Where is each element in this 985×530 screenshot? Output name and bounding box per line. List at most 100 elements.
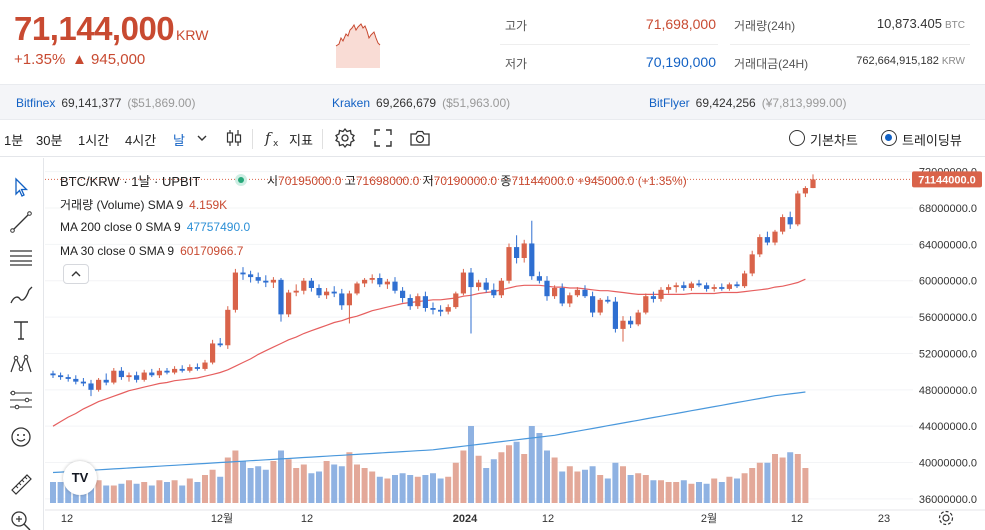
candle-body <box>96 379 102 390</box>
volume-bar <box>270 461 277 503</box>
volume-indicator-legend[interactable]: 거래량 (Volume) SMA 9 4.159K <box>60 196 227 213</box>
candle-body <box>263 280 269 283</box>
volume-bar <box>430 473 436 503</box>
price-chart[interactable]: 72000000.068000000.064000000.060000000.0… <box>45 158 985 530</box>
tradingview-logo[interactable]: TV <box>63 461 97 495</box>
turnover-unit: KRW <box>941 56 965 67</box>
candle-body <box>255 277 261 281</box>
candlestick-icon[interactable] <box>223 127 245 149</box>
volume-bar <box>293 468 300 503</box>
cursor-icon[interactable] <box>8 174 34 200</box>
toolbar-separator <box>322 129 323 149</box>
volume-bar <box>361 468 368 503</box>
collapse-legend-button[interactable] <box>63 264 89 284</box>
interval-1m-button[interactable]: 1분 <box>4 133 24 148</box>
chevron-down-icon[interactable] <box>195 131 209 145</box>
volume-bar <box>658 480 664 503</box>
volume-bar <box>688 483 695 503</box>
trend-line-icon[interactable] <box>8 209 34 235</box>
indicator-label: MA 30 close 0 SMA 9 <box>60 244 175 258</box>
candle-body <box>643 296 649 313</box>
candle-body <box>400 290 406 298</box>
chart-settings-gear-icon[interactable] <box>938 510 954 526</box>
volume-bar <box>680 480 687 503</box>
interval-4h-button[interactable]: 4시간 <box>125 133 157 148</box>
candle-body <box>711 287 717 289</box>
horizontal-lines-icon[interactable] <box>8 244 34 270</box>
ma200-indicator-legend[interactable]: MA 200 close 0 SMA 9 47757490.0 <box>60 220 250 234</box>
tradingview-label[interactable]: 트레이딩뷰 <box>902 133 962 148</box>
volume-bar <box>513 441 520 503</box>
forecast-icon[interactable] <box>8 387 34 413</box>
volume-bar <box>718 482 725 503</box>
price-axis-label: 52000000.0 <box>919 348 977 360</box>
candle-body <box>628 320 634 325</box>
volume-bar <box>582 469 588 503</box>
price-axis-label: 68000000.0 <box>919 203 977 215</box>
volume-bar <box>217 476 224 503</box>
ma30-indicator-legend[interactable]: MA 30 close 0 SMA 9 60170966.7 <box>60 244 243 258</box>
candle-body <box>354 283 360 294</box>
exchange-name: Bitfinex <box>16 96 56 110</box>
volume-bar <box>764 462 771 503</box>
basic-chart-radio[interactable] <box>789 130 805 146</box>
current-price: 71,144,000 <box>14 10 175 47</box>
time-axis-label: 12 <box>301 513 313 525</box>
candle-body <box>453 293 459 308</box>
pattern-icon[interactable] <box>8 352 34 378</box>
open-label: 시 <box>267 174 279 188</box>
ruler-icon[interactable] <box>8 471 34 497</box>
candle-body <box>111 370 117 383</box>
camera-icon[interactable] <box>409 127 431 149</box>
candle-body <box>149 372 155 376</box>
basic-chart-label[interactable]: 기본차트 <box>810 133 858 148</box>
candle-body <box>384 281 390 285</box>
candle-body <box>210 343 216 363</box>
volume-bar <box>506 445 512 503</box>
volume-bar <box>498 452 505 503</box>
interval-day-button[interactable]: 날 <box>173 133 185 148</box>
interval-30m-button[interactable]: 30분 <box>36 133 63 148</box>
gear-icon[interactable] <box>334 127 356 149</box>
candle-body <box>666 287 672 290</box>
brush-icon[interactable] <box>8 282 34 308</box>
zoom-in-icon[interactable] <box>8 508 34 530</box>
candle-body <box>552 288 558 297</box>
exchange-kraken[interactable]: Kraken 69,266,679 ($51,963.00) <box>332 96 510 110</box>
volume-bar <box>186 478 193 503</box>
volume-bar <box>559 471 566 503</box>
exchange-jpy-price: (¥7,813,999.00) <box>761 96 847 110</box>
candle-body <box>742 273 748 287</box>
indicators-button[interactable]: 지표 <box>289 133 313 148</box>
volume-bar <box>414 476 421 503</box>
tradingview-radio[interactable] <box>881 130 897 146</box>
candle-body <box>377 278 383 285</box>
ma30-line <box>52 278 806 427</box>
exchange-bitflyer[interactable]: BitFlyer 69,424,256 (¥7,813,999.00) <box>649 96 846 110</box>
function-icon[interactable]: f x <box>263 127 285 149</box>
candle-body <box>217 343 223 346</box>
candle-body <box>597 299 603 313</box>
candle-body <box>316 288 322 296</box>
emoji-icon[interactable] <box>8 424 34 450</box>
volume-bar <box>354 464 360 503</box>
price-axis-label: 60000000.0 <box>919 276 977 288</box>
volume-bar <box>794 454 801 503</box>
price-axis-label: 56000000.0 <box>919 312 977 324</box>
fullscreen-icon[interactable] <box>372 127 394 149</box>
candle-body <box>141 372 147 380</box>
text-tool-icon[interactable] <box>8 317 34 343</box>
candlestick-chart-svg[interactable]: 72000000.068000000.064000000.060000000.0… <box>45 158 985 530</box>
volume-bar <box>141 482 148 503</box>
candle-body <box>719 287 725 289</box>
time-axis-label: 12 <box>61 513 73 525</box>
exchange-bitfinex[interactable]: Bitfinex 69,141,377 ($51,869.00) <box>16 96 195 110</box>
volume-bar <box>612 462 619 503</box>
exchange-name: BitFlyer <box>649 96 690 110</box>
interval-1h-button[interactable]: 1시간 <box>78 133 110 148</box>
candle-body <box>164 370 170 373</box>
candle-body <box>194 367 200 369</box>
volume-bar <box>316 471 322 503</box>
candle-body <box>787 217 793 225</box>
candle-body <box>301 280 307 291</box>
